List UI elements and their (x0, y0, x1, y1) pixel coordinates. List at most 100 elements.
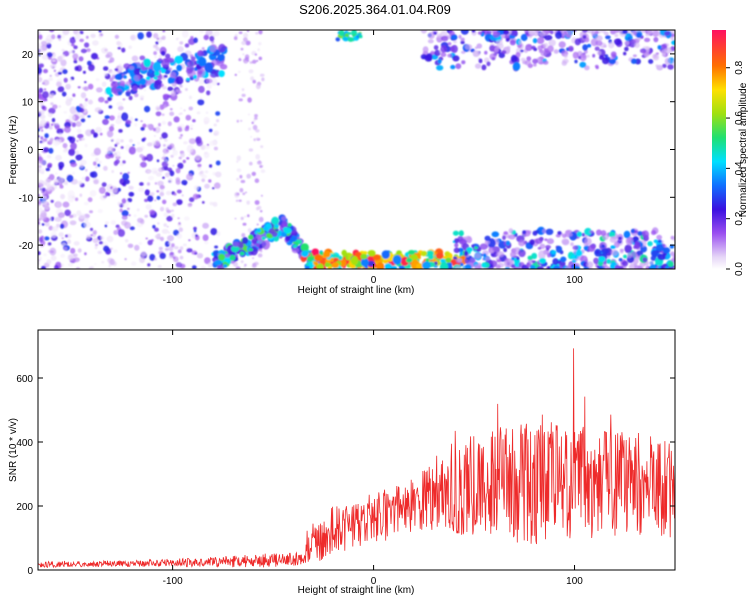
spectrogram-cell (50, 199, 54, 203)
spectrogram-cell (137, 32, 144, 40)
spectrogram-cell (510, 264, 516, 269)
spectrogram-cell (224, 253, 231, 258)
spectrogram-cell (201, 178, 205, 183)
spectrogram-cell (70, 97, 73, 101)
spectrogram-cell (610, 249, 619, 256)
spectrogram-cell (54, 172, 58, 175)
spectrogram-cell (176, 262, 182, 267)
spectrogram-cell (251, 236, 258, 244)
spectrogram-cell (200, 265, 206, 269)
spectrogram-cell (98, 96, 105, 103)
spectrogram-cell (248, 69, 254, 74)
spectrogram-cell (77, 133, 84, 139)
spectrogram-cell (203, 151, 210, 159)
spectrogram-cell (155, 172, 163, 177)
spectrogram-cell (61, 48, 65, 52)
spectrogram-cell (129, 116, 134, 121)
spectrogram-cell (171, 213, 175, 218)
spectrogram-cell (140, 120, 143, 123)
spectrogram-cell (215, 171, 222, 178)
spectrogram-cell (170, 71, 177, 79)
spectrogram-cell (63, 246, 68, 251)
spectrogram-cell (144, 214, 148, 218)
spectrogram-cell (342, 250, 347, 255)
spectrogram-cell (83, 221, 91, 228)
spectrogram-cell (209, 44, 217, 53)
spectrogram-cell (73, 257, 80, 263)
spectrogram-cell (82, 65, 85, 69)
spectrogram-cell (179, 112, 183, 115)
spectrogram-cell (56, 223, 60, 228)
spectrogram-cell (427, 39, 434, 44)
spectrogram-cell (255, 207, 260, 211)
spectrogram-cell (71, 122, 77, 128)
spectrogram-cell (180, 134, 183, 137)
spectrogram-cell (69, 37, 76, 44)
spectrogram-cell (532, 38, 538, 44)
spectrogram-cell (107, 96, 112, 102)
spectrogram-cell (72, 93, 76, 97)
spectrogram-cell (62, 143, 68, 149)
spectrogram-cell (173, 246, 179, 250)
spectrogram-cell (61, 237, 64, 240)
spectrogram-cell (392, 254, 402, 265)
spectrogram-cell (69, 106, 77, 115)
spectrogram-cell (153, 33, 159, 39)
spectrogram-cell (205, 111, 209, 115)
spectrogram-cell (38, 251, 41, 256)
spectrogram-cell (109, 258, 116, 266)
spectrogram-cell (139, 182, 144, 186)
spectrogram-cell (50, 255, 57, 261)
spectrogram-cell (113, 152, 118, 157)
spectrogram-cell (50, 231, 57, 238)
spectrogram-cell (207, 262, 213, 268)
spectrogram-cell (153, 76, 158, 80)
spectrogram-cell (552, 258, 559, 266)
spectrogram-cell (241, 233, 246, 238)
spectrogram-cell (439, 261, 449, 269)
spectrogram-cell (46, 52, 53, 58)
spectrogram-cell (673, 235, 675, 242)
spectrogram-cell (236, 168, 242, 173)
spectrogram-cell (152, 170, 156, 174)
spectrogram-cell (165, 190, 172, 196)
spectrogram-cell (503, 30, 510, 35)
spectrogram-cell (436, 65, 444, 71)
spectrogram-cell (156, 190, 160, 193)
spectrogram-cell (166, 225, 169, 228)
spectrogram-cell (114, 143, 118, 147)
spectrogram-cell (90, 33, 96, 38)
spectrogram-cell (125, 239, 129, 243)
spectrogram-cell (85, 168, 88, 172)
spectrogram-cell (160, 236, 164, 242)
spectrogram-cell (213, 132, 218, 136)
spectrogram-cell (148, 175, 154, 181)
spectrogram-cell (165, 247, 169, 251)
x-tick-label: -100 (163, 275, 183, 286)
spectrogram-cell (568, 45, 574, 52)
spectrogram-cell (127, 171, 130, 174)
spectrogram-cell (203, 34, 209, 41)
spectrogram-cell (39, 114, 46, 120)
spectrogram-cell (117, 115, 121, 119)
y-tick-label: 600 (16, 374, 33, 385)
spectrogram-cell (137, 141, 141, 145)
y-tick-label: -10 (19, 193, 34, 204)
spectrogram-cell (527, 44, 532, 48)
spectrogram-cell (74, 34, 80, 40)
spectrogram-cell (192, 193, 199, 200)
spectrogram-cell (48, 147, 54, 154)
spectrogram-cell (125, 119, 132, 125)
spectrogram-cell (637, 37, 641, 41)
spectrogram-cell (94, 107, 102, 113)
spectrogram-cell (633, 230, 638, 234)
spectrogram-cell (152, 224, 156, 229)
spectrogram-cell (508, 234, 516, 240)
y-tick-label: 200 (16, 502, 33, 513)
snr-series-line (38, 348, 675, 569)
spectrogram-cell (598, 30, 602, 34)
spectrogram-cell (234, 73, 237, 76)
spectrogram-cell (672, 30, 675, 33)
spectrogram-cell (160, 50, 166, 56)
spectrogram-cell (113, 230, 119, 235)
